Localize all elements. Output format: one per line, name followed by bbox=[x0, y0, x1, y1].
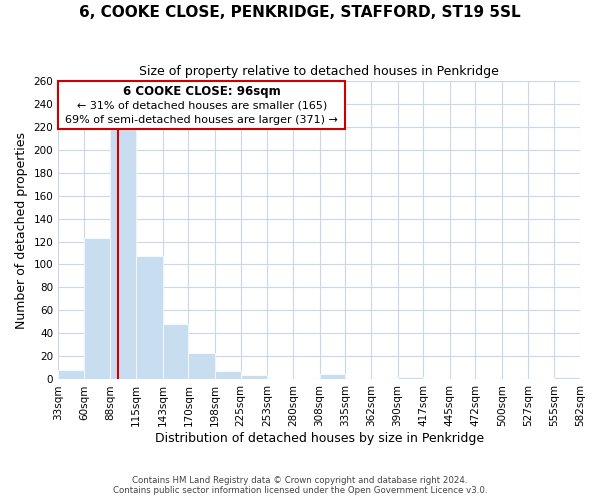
Text: 6, COOKE CLOSE, PENKRIDGE, STAFFORD, ST19 5SL: 6, COOKE CLOSE, PENKRIDGE, STAFFORD, ST1… bbox=[79, 5, 521, 20]
Bar bbox=[84, 238, 110, 380]
Bar bbox=[110, 128, 136, 380]
Bar bbox=[320, 374, 345, 380]
Bar bbox=[215, 372, 241, 380]
Text: 6 COOKE CLOSE: 96sqm: 6 COOKE CLOSE: 96sqm bbox=[123, 84, 281, 98]
Text: ← 31% of detached houses are smaller (165): ← 31% of detached houses are smaller (16… bbox=[77, 100, 327, 110]
Text: 69% of semi-detached houses are larger (371) →: 69% of semi-detached houses are larger (… bbox=[65, 115, 338, 125]
Bar bbox=[163, 324, 188, 380]
Title: Size of property relative to detached houses in Penkridge: Size of property relative to detached ho… bbox=[139, 65, 499, 78]
X-axis label: Distribution of detached houses by size in Penkridge: Distribution of detached houses by size … bbox=[155, 432, 484, 445]
Bar bbox=[58, 370, 84, 380]
Text: Contains HM Land Registry data © Crown copyright and database right 2024.
Contai: Contains HM Land Registry data © Crown c… bbox=[113, 476, 487, 495]
Bar bbox=[398, 377, 423, 380]
Bar bbox=[554, 377, 580, 380]
Bar bbox=[241, 375, 267, 380]
Bar bbox=[136, 256, 163, 380]
Y-axis label: Number of detached properties: Number of detached properties bbox=[15, 132, 28, 328]
Bar bbox=[188, 353, 215, 380]
Bar bbox=[58, 80, 345, 129]
